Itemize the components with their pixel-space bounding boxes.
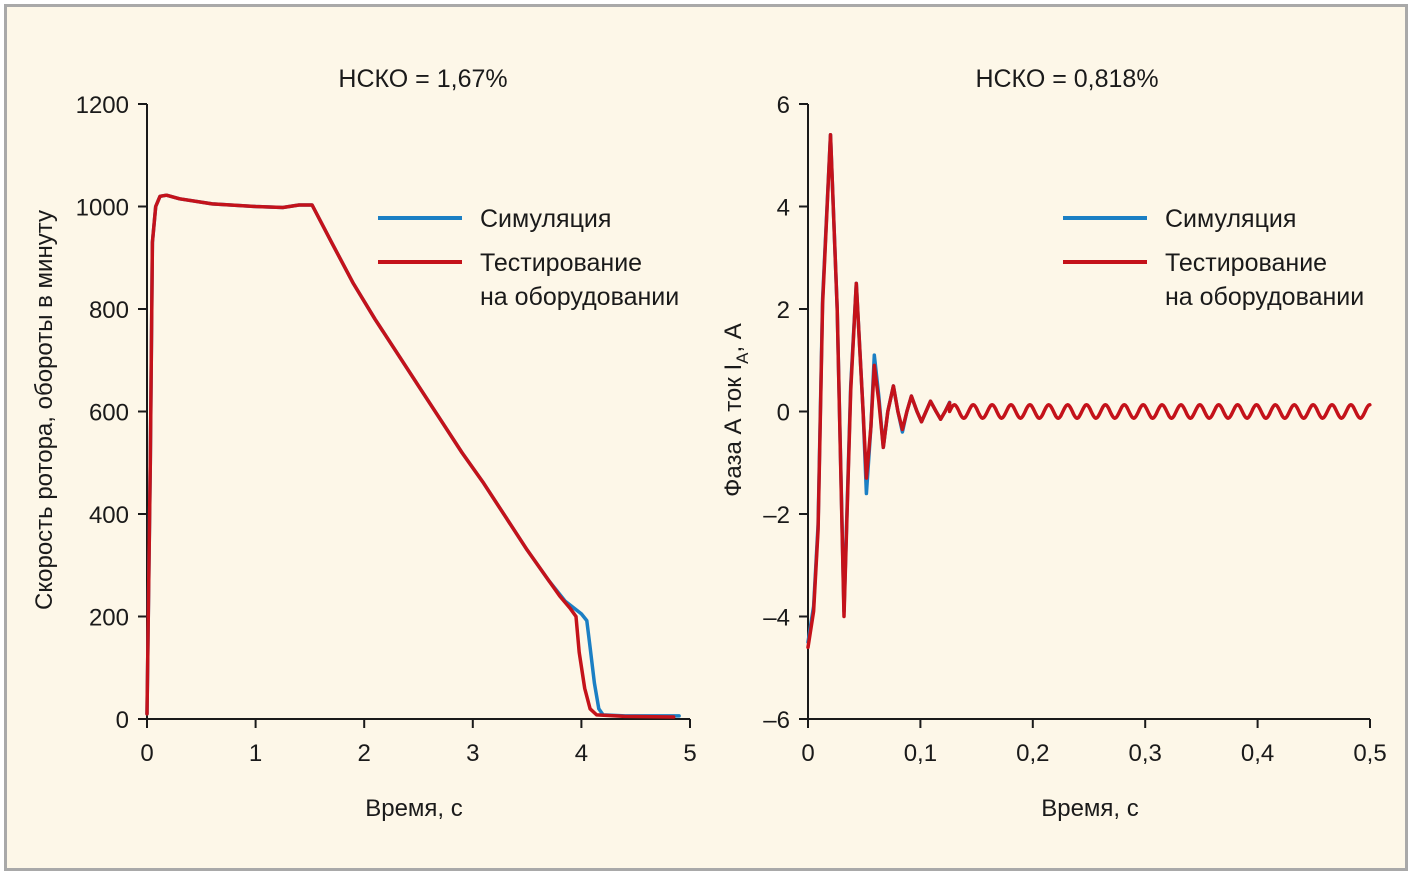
current-x-tick-label: 0: [801, 740, 814, 767]
current-hardware-line: [806, 133, 1372, 650]
figure-frame: [4, 4, 1408, 871]
current-y-tick-label: 4: [777, 195, 790, 222]
speed-y-tick-label: 1200: [76, 92, 129, 119]
speed-x-tick-label: 1: [249, 740, 262, 767]
current-legend-hw-label-line2: на оборудовании: [1165, 283, 1364, 311]
current-x-tick-label: 0,4: [1241, 740, 1274, 767]
current-y-tick-label: –4: [763, 605, 790, 632]
current-y-tick-label: 6: [777, 92, 790, 119]
current-y-axis-label-unit: , А: [720, 323, 747, 352]
speed-y-tick-label: 200: [89, 605, 129, 632]
speed-hardware-line: [145, 193, 676, 719]
current-x-axis-label: Время, с: [1041, 795, 1139, 822]
speed-chart: НСКО = 1,67% 0 200 400 600 800 1000 1200 0 1 2 3 4 5…: [31, 65, 697, 822]
current-x-tick-label: 0,1: [904, 740, 937, 767]
current-y-axis-label-subscript: A: [733, 352, 752, 364]
speed-x-tick-label: 3: [466, 740, 479, 767]
current-y-tick-label: –6: [763, 707, 790, 734]
speed-legend: Симуляция Тестирование на оборудовании: [378, 205, 679, 311]
current-y-tick-label: –2: [763, 502, 790, 529]
speed-x-tick-label: 2: [358, 740, 371, 767]
speed-y-tick-label: 1000: [76, 195, 129, 222]
speed-x-tick-label: 4: [575, 740, 588, 767]
current-y-tick-label: 0: [777, 400, 790, 427]
speed-chart-title: НСКО = 1,67%: [338, 65, 507, 93]
current-x-tick-label: 0,2: [1016, 740, 1049, 767]
speed-y-tick-label: 0: [116, 707, 129, 734]
speed-legend-hw-label: Тестирование: [480, 249, 642, 277]
speed-y-tick-label: 600: [89, 400, 129, 427]
speed-y-tick-label: 400: [89, 502, 129, 529]
current-y-axis-label: Фаза А ток IA, А: [720, 323, 752, 497]
speed-y-tick-label: 800: [89, 297, 129, 324]
current-legend: Симуляция Тестирование на оборудовании: [1063, 205, 1364, 311]
current-legend-sim-label: Симуляция: [1165, 205, 1296, 233]
current-x-tick-label: 0,3: [1129, 740, 1162, 767]
speed-x-tick-label: 0: [140, 740, 153, 767]
speed-legend-hw-label-line2: на оборудовании: [480, 283, 679, 311]
current-y-tick-label: 2: [777, 297, 790, 324]
current-chart: НСКО = 0,818% –6 –4 –2 0 2 4 6 0 0,1 0,2 0,3 0,4 0,5…: [720, 65, 1387, 822]
speed-x-tick-label: 5: [683, 740, 696, 767]
speed-legend-sim-label: Симуляция: [480, 205, 611, 233]
current-legend-hw-label: Тестирование: [1165, 249, 1327, 277]
current-y-axis-label-main: Фаза А ток I: [720, 364, 747, 497]
speed-y-axis-label: Скорость ротора, обороты в минуту: [31, 210, 58, 610]
current-x-tick-label: 0,5: [1353, 740, 1386, 767]
speed-x-axis-label: Время, с: [365, 795, 463, 822]
current-chart-title: НСКО = 0,818%: [975, 65, 1158, 93]
